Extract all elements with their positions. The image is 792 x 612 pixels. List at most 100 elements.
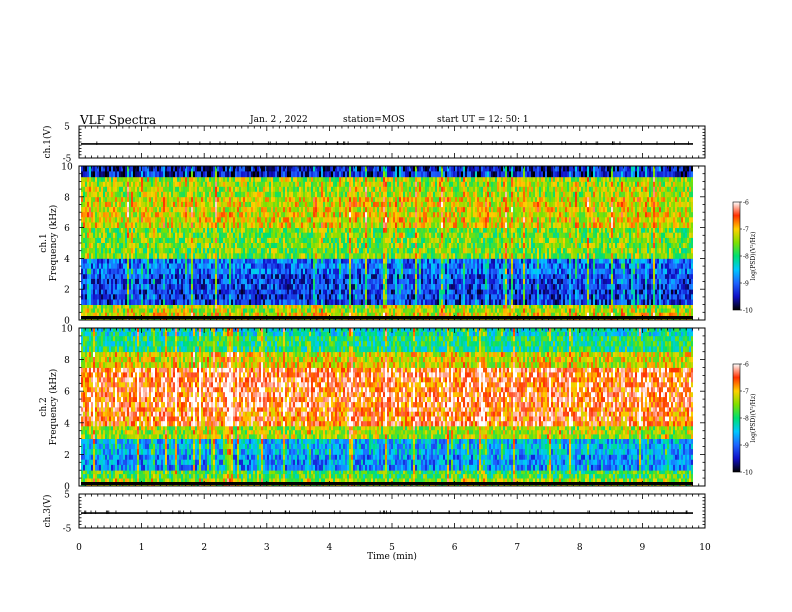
heatmap-cell (375, 228, 377, 234)
heatmap-cell (373, 243, 375, 249)
heatmap-cell (391, 177, 393, 182)
heatmap-cell (191, 228, 193, 234)
heatmap-cell (389, 305, 391, 309)
heatmap-cell (277, 284, 279, 290)
heatmap-cell (161, 192, 163, 197)
heatmap-cell (279, 305, 281, 309)
heatmap-cell (189, 253, 191, 258)
heatmap-cell (385, 197, 387, 203)
heatmap-cell (331, 248, 333, 254)
heatmap-cell (363, 202, 365, 208)
heatmap-cell (217, 202, 219, 208)
heatmap-cell (169, 223, 171, 229)
heatmap-cell (161, 207, 163, 213)
heatmap-cell (333, 212, 335, 218)
heatmap-cell (381, 202, 383, 208)
heatmap-cell (325, 228, 327, 234)
heatmap-cell (105, 223, 107, 229)
heatmap-cell (141, 197, 143, 203)
heatmap-cell (199, 197, 201, 203)
heatmap-cell (235, 202, 237, 208)
heatmap-cell (111, 228, 113, 234)
heatmap-cell (233, 228, 235, 234)
heatmap-cell (369, 182, 371, 187)
heatmap-cell (147, 294, 149, 300)
heatmap-cell (107, 279, 109, 285)
heatmap-cell (85, 223, 87, 229)
heatmap-cell (157, 217, 159, 223)
heatmap-cell (131, 197, 133, 203)
heatmap-cell (179, 243, 181, 249)
heatmap-cell (295, 274, 297, 280)
heatmap-cell (225, 238, 227, 244)
heatmap-cell (101, 305, 103, 309)
heatmap-cell (357, 223, 359, 229)
heatmap-cell (327, 243, 329, 249)
heatmap-cell (87, 264, 89, 270)
heatmap-cell (173, 207, 175, 213)
heatmap-cell (115, 305, 117, 309)
heatmap-cell (291, 258, 293, 264)
heatmap-cell (199, 294, 201, 300)
heatmap-cell (251, 223, 253, 229)
heatmap-cell (265, 305, 267, 309)
heatmap-cell (271, 217, 273, 223)
heatmap-cell (337, 312, 339, 316)
heatmap-cell (225, 233, 227, 239)
heatmap-cell (367, 212, 369, 218)
heatmap-cell (249, 166, 251, 172)
heatmap-cell (283, 258, 285, 264)
heatmap-cell (355, 279, 357, 285)
heatmap-cell (213, 264, 215, 270)
heatmap-cell (259, 305, 261, 309)
heatmap-cell (329, 305, 331, 309)
heatmap-cell (301, 228, 303, 234)
heatmap-cell (175, 312, 177, 316)
heatmap-cell (351, 171, 353, 177)
heatmap-cell (259, 171, 261, 177)
heatmap-cell (105, 284, 107, 290)
heatmap-cell (383, 243, 385, 249)
heatmap-cell (159, 223, 161, 229)
heatmap-cell (217, 312, 219, 316)
heatmap-cell (107, 269, 109, 275)
heatmap-cell (289, 243, 291, 249)
heatmap-cell (337, 166, 339, 172)
heatmap-cell (187, 238, 189, 244)
heatmap-cell (299, 269, 301, 275)
heatmap-cell (375, 202, 377, 208)
heatmap-cell (295, 312, 297, 316)
heatmap-cell (361, 223, 363, 229)
heatmap-cell (295, 212, 297, 218)
heatmap-cell (369, 300, 371, 306)
heatmap-cell (145, 279, 147, 285)
heatmap-cell (397, 264, 399, 270)
heatmap-cell (203, 279, 205, 285)
heatmap-cell (249, 284, 251, 290)
heatmap-cell (305, 233, 307, 239)
heatmap-cell (231, 253, 233, 258)
heatmap-cell (337, 187, 339, 192)
heatmap-cell (169, 197, 171, 203)
heatmap-cell (299, 217, 301, 223)
heatmap-cell (267, 274, 269, 280)
heatmap-cell (143, 197, 145, 203)
heatmap-cell (379, 202, 381, 208)
heatmap-cell (217, 274, 219, 280)
heatmap-cell (337, 197, 339, 203)
heatmap-cell (269, 243, 271, 249)
heatmap-cell (255, 264, 257, 270)
heatmap-cell (255, 294, 257, 300)
heatmap-cell (275, 202, 277, 208)
heatmap-cell (261, 312, 263, 316)
heatmap-cell (357, 305, 359, 309)
heatmap-cell (335, 253, 337, 258)
heatmap-cell (95, 294, 97, 300)
heatmap-cell (359, 309, 361, 313)
heatmap-cell (375, 192, 377, 197)
heatmap-cell (339, 289, 341, 295)
heatmap-cell (275, 294, 277, 300)
heatmap-cell (231, 305, 233, 309)
heatmap-cell (261, 187, 263, 192)
heatmap-cell (303, 258, 305, 264)
